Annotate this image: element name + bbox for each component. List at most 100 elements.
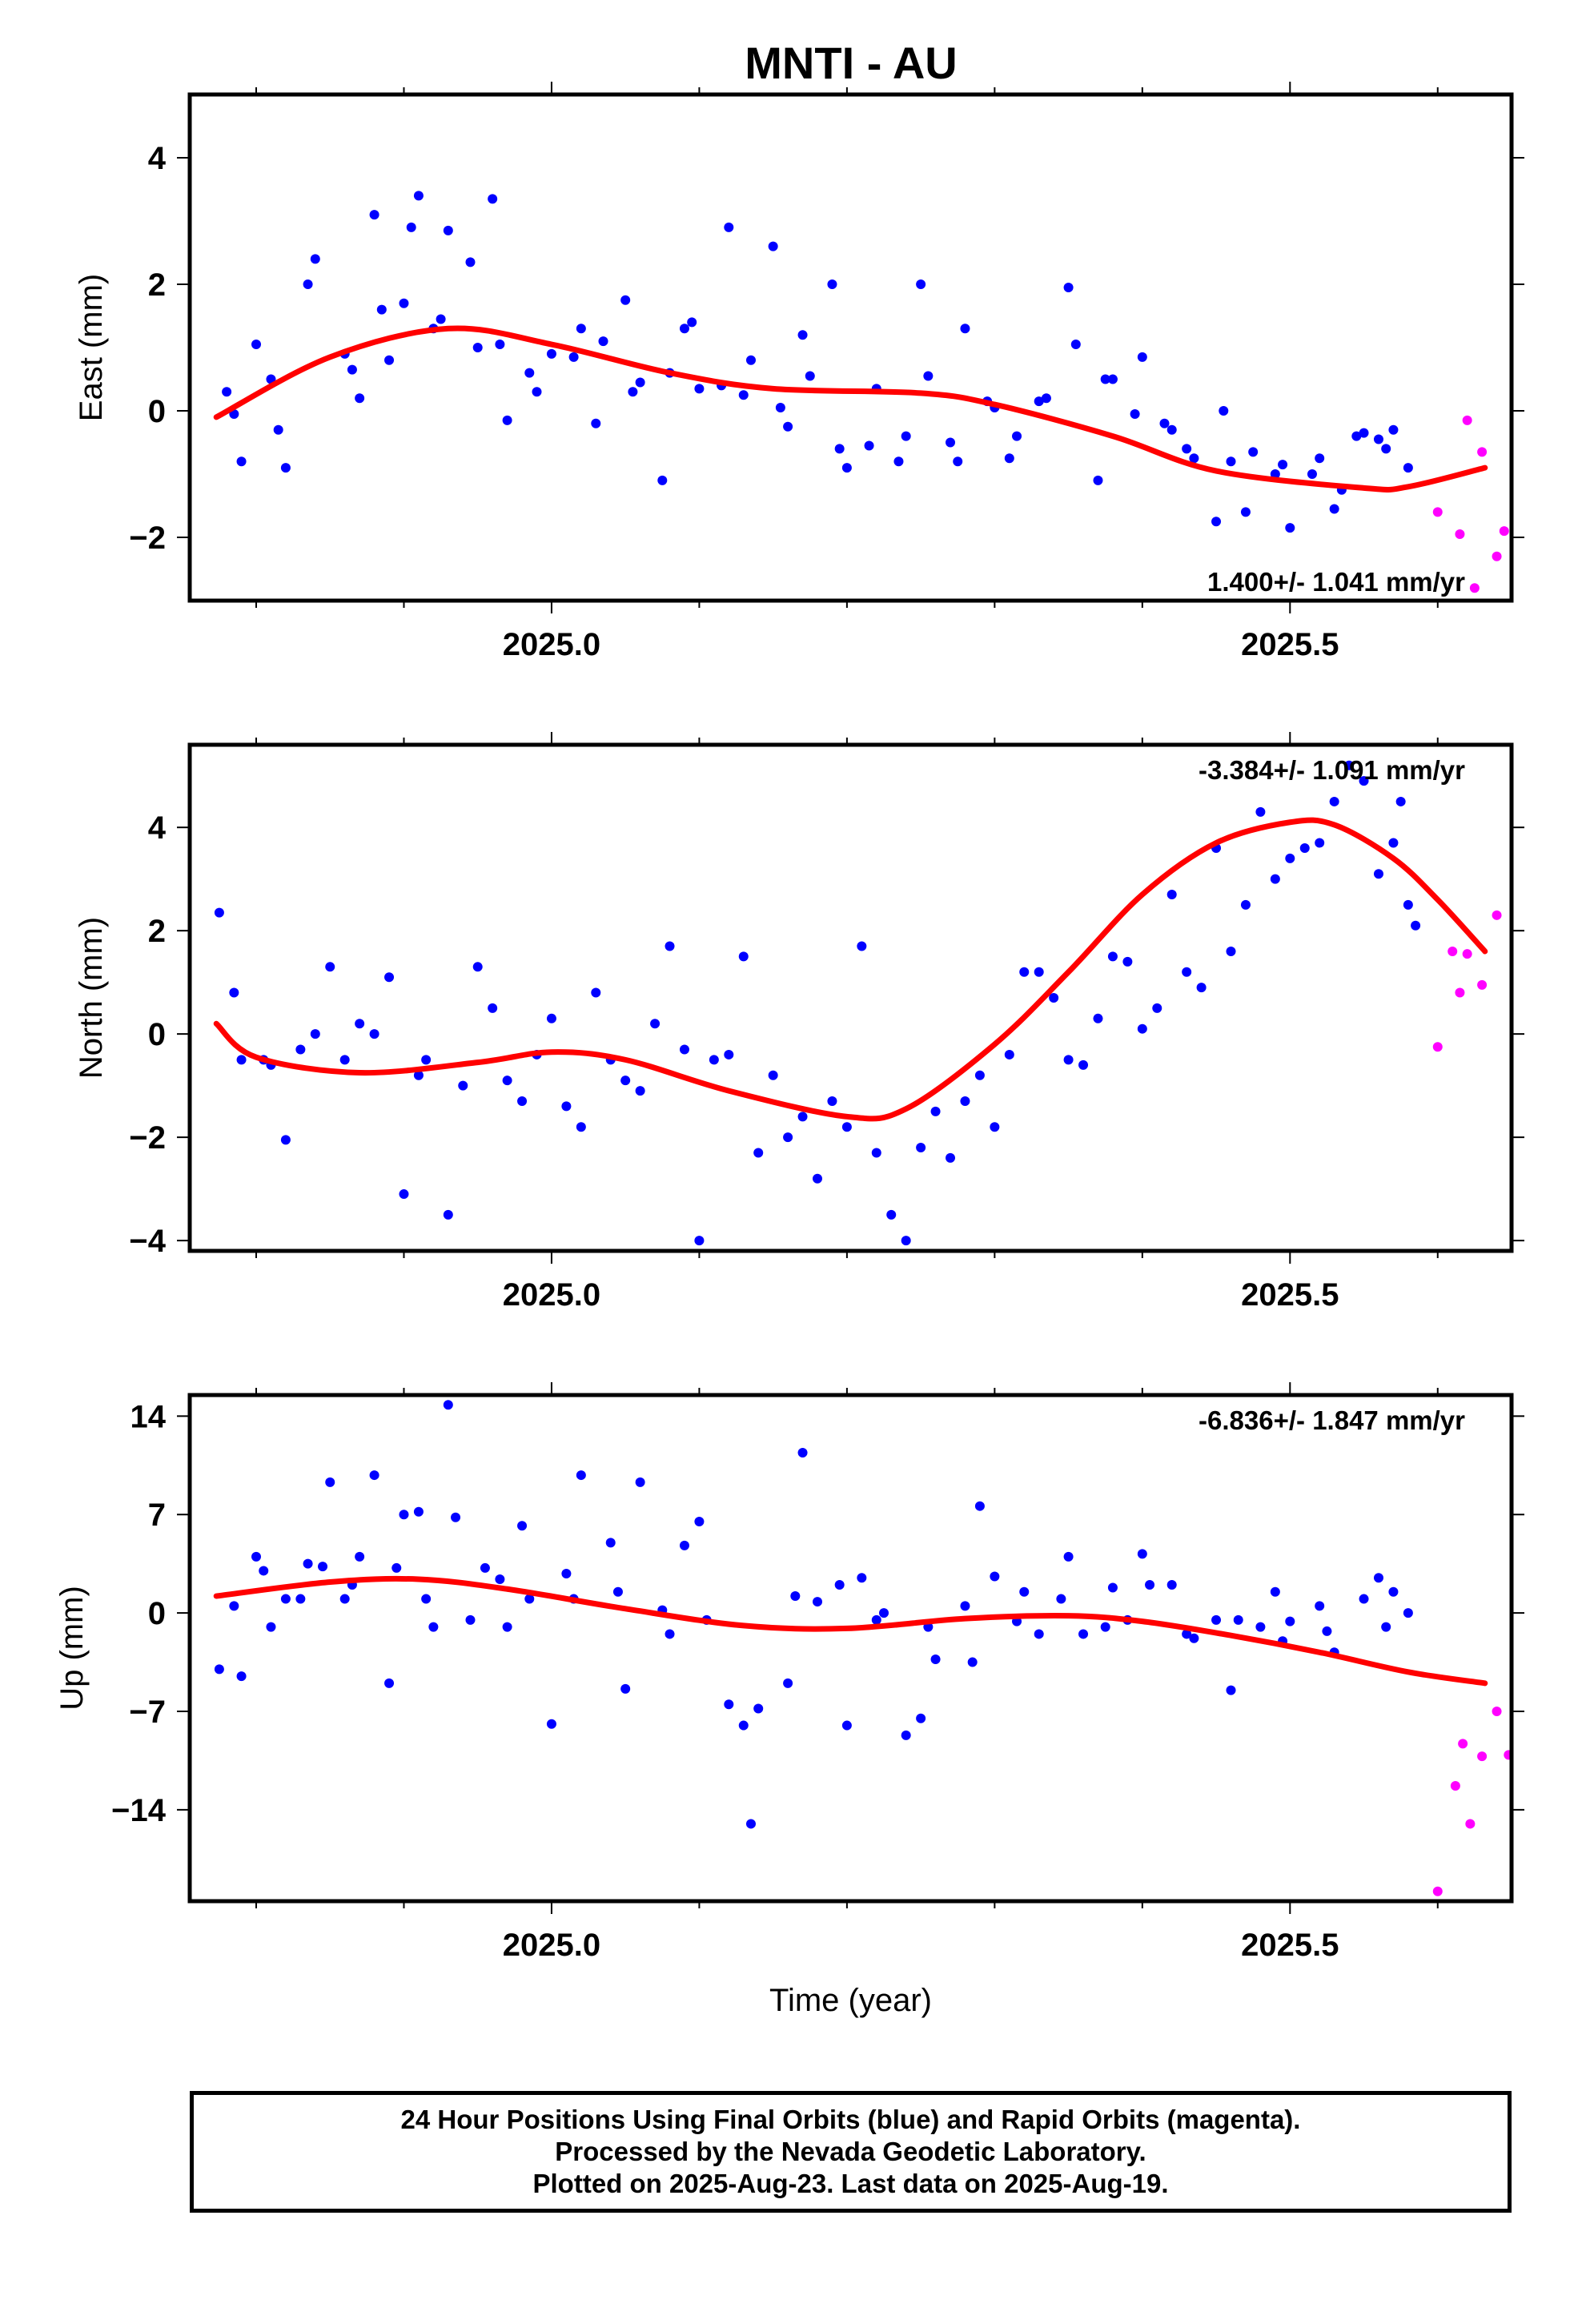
up-final-point: [1189, 1633, 1199, 1643]
north-final-point: [1411, 920, 1421, 931]
east-final-point: [916, 279, 926, 289]
north-final-point: [280, 1135, 291, 1145]
north-final-point: [1315, 838, 1325, 848]
up-rapid-point: [1477, 1751, 1488, 1762]
east-final-point: [1285, 523, 1295, 533]
north-final-point: [1063, 1055, 1074, 1065]
north-final-point: [1395, 796, 1406, 806]
up-final-point: [303, 1558, 313, 1569]
up-final-point: [1373, 1573, 1383, 1583]
east-final-point: [1211, 517, 1222, 527]
up-final-point: [834, 1580, 845, 1590]
north-final-point: [488, 1003, 498, 1013]
up-data: [214, 1400, 1512, 1896]
up-final-point: [1166, 1580, 1177, 1590]
north-final-point: [1285, 853, 1295, 863]
up-ytick-label: −14: [111, 1793, 167, 1828]
east-rapid-point: [1455, 529, 1465, 540]
north-final-point: [310, 1029, 320, 1039]
north-rapid-point: [1455, 987, 1465, 998]
north-final-point: [916, 1143, 926, 1153]
east-final-point: [495, 340, 505, 350]
north-final-point: [355, 1019, 365, 1029]
up-final-point: [620, 1683, 631, 1694]
up-final-point: [1322, 1626, 1332, 1636]
up-final-point: [318, 1562, 328, 1572]
up-final-point: [679, 1540, 689, 1550]
east-final-point: [222, 387, 232, 397]
up-rapid-point: [1458, 1739, 1468, 1749]
up-final-point: [399, 1510, 409, 1520]
east-final-point: [273, 424, 283, 435]
north-final-point: [1182, 967, 1192, 977]
north-final-point: [1093, 1013, 1103, 1023]
up-rapid-point: [1432, 1886, 1443, 1896]
up-final-point: [1315, 1601, 1325, 1611]
north-final-point: [546, 1013, 556, 1023]
up-final-point: [871, 1614, 881, 1625]
north-ytick-label: −4: [129, 1224, 166, 1259]
up-final-point: [369, 1470, 379, 1481]
east-final-point: [1093, 475, 1103, 485]
up-final-point: [576, 1470, 586, 1481]
up-final-point: [517, 1521, 528, 1531]
up-final-point: [1270, 1586, 1280, 1597]
east-final-point: [841, 463, 852, 473]
up-final-point: [502, 1622, 512, 1632]
north-rapid-point: [1492, 910, 1502, 920]
up-ylabel: Up (mm): [54, 1586, 90, 1711]
north-final-point: [413, 1070, 424, 1080]
north-frame: [187, 742, 1514, 1253]
up-final-point: [280, 1594, 291, 1604]
up-final-point: [841, 1720, 852, 1731]
north-final-point: [886, 1209, 897, 1220]
up-ytick-label: 7: [148, 1498, 166, 1533]
up-final-point: [561, 1568, 572, 1578]
east-final-point: [783, 421, 793, 432]
east-final-point: [834, 444, 845, 454]
east-final-point: [1307, 469, 1317, 479]
up-final-point: [790, 1591, 801, 1602]
north-final-point: [384, 972, 395, 983]
east-final-point: [436, 314, 446, 324]
north-final-point: [1270, 874, 1280, 884]
east-final-point: [724, 222, 734, 232]
footer-line-processed: Processed by the Nevada Geodetic Laborat…: [555, 2137, 1146, 2166]
up-final-point: [724, 1699, 734, 1710]
north-final-point: [1166, 890, 1177, 900]
east-final-point: [901, 431, 911, 441]
north-final-point: [561, 1101, 572, 1112]
up-final-point: [524, 1594, 535, 1604]
east-final-point: [687, 317, 697, 328]
north-final-point: [339, 1055, 350, 1065]
up-ytick-label: 14: [130, 1399, 167, 1434]
north-final-point: [502, 1076, 512, 1086]
east-final-point: [827, 279, 837, 289]
north-ytick-label: 4: [148, 810, 167, 846]
north-final-point: [325, 962, 335, 972]
up-rapid-point: [1450, 1781, 1460, 1791]
east-final-point: [1070, 340, 1081, 350]
north-final-point: [635, 1086, 645, 1096]
up-final-point: [546, 1719, 556, 1729]
north-rapid-point: [1477, 979, 1488, 990]
east-final-point: [1012, 431, 1022, 441]
east-final-point: [568, 352, 579, 362]
north-final-point: [812, 1173, 822, 1184]
east-final-point: [1166, 424, 1177, 435]
up-final-point: [1137, 1549, 1147, 1559]
up-final-point: [738, 1720, 749, 1731]
up-final-point: [413, 1506, 424, 1517]
north-final-point: [1034, 967, 1044, 977]
up-final-point: [480, 1562, 490, 1573]
east-final-point: [960, 324, 970, 334]
up-final-point: [1145, 1580, 1155, 1590]
east-final-point: [1159, 418, 1170, 428]
east-final-point: [620, 295, 631, 305]
north-final-point: [1344, 760, 1355, 770]
north-ylabel: North (mm): [74, 917, 109, 1079]
east-final-point: [1315, 453, 1325, 464]
up-final-point: [1056, 1594, 1066, 1604]
up-final-point: [1285, 1616, 1295, 1626]
east-final-point: [1226, 456, 1236, 467]
